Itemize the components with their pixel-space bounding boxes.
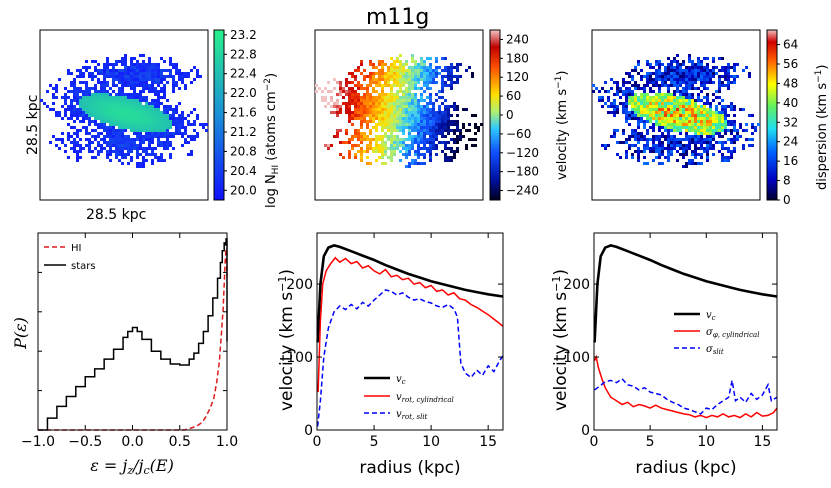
rotation-hi-panel: 0 5 10 15 0 100 200 radius (kpc) velocity (km … xyxy=(276,232,504,478)
colorbar-tick-label: 24 xyxy=(783,135,798,149)
rotation-hi-ticks: 0 5 10 15 0 100 200 xyxy=(286,233,503,450)
legend-vc-2: vc xyxy=(706,310,716,322)
figure-title: m11g xyxy=(366,5,430,30)
x-tick-label: −0.5 xyxy=(68,434,102,450)
colorbar-tick-label: 64 xyxy=(783,38,798,52)
colorbar-tick-label: 16 xyxy=(783,154,798,168)
circularity-series xyxy=(38,238,228,431)
velocity-colorbar xyxy=(489,29,501,201)
colorbar-tick-label: 23.2 xyxy=(230,28,257,42)
x-tick-label: 15 xyxy=(753,434,771,450)
legend-stars: stars xyxy=(71,261,96,272)
map-hi-ylabel: 28.5 kpc xyxy=(25,95,41,155)
hi-dispersion-map xyxy=(592,54,760,168)
rotation-stars-ylabel: velocity (km s−1) xyxy=(550,269,571,411)
rotation-hi-series xyxy=(316,244,504,427)
colorbar-tick-label: 21.6 xyxy=(230,106,257,120)
y-tick-label: 100 xyxy=(286,350,313,366)
x-tick-label: 0 xyxy=(590,434,599,450)
circularity-ticks: −1.0 −0.5 0.0 0.5 1.0 xyxy=(21,233,238,450)
map-velocity-panel: 240 180 120 60 0 −60 −120 −180 −240 velocity (km… xyxy=(314,29,570,201)
rotation-stars-ticks: 0 5 10 15 0 100 200 xyxy=(563,233,777,450)
colorbar-tick-label: 8 xyxy=(783,174,791,188)
legend-vrot-slit: vrot, slit xyxy=(396,409,428,421)
circularity-legend: HI stars xyxy=(44,243,96,272)
rotation-stars-series xyxy=(593,244,778,419)
rotation-hi-xlabel: radius (kpc) xyxy=(359,458,460,478)
x-tick-label: 0 xyxy=(313,434,322,450)
velocity-colorbar-label: velocity (km s−1) xyxy=(554,71,570,180)
series-v-c-line xyxy=(316,244,504,343)
y-tick-label: 0 xyxy=(581,423,590,439)
legend-sigma-cyl: σφ, cylindrical xyxy=(706,327,759,339)
legend-sigma-slit: σslit xyxy=(706,344,724,356)
rotation-stars-xlabel: radius (kpc) xyxy=(635,458,736,478)
circularity-xlabel: ε = jz/jc(E) xyxy=(90,456,174,477)
dispersion-colorbar xyxy=(766,29,778,201)
x-tick-label: 1.0 xyxy=(216,434,238,450)
colorbar-tick-label: 40 xyxy=(783,96,798,110)
legend-hi: HI xyxy=(71,243,81,254)
colorbar-tick-label: 22.8 xyxy=(230,47,257,61)
x-tick-label: 0.0 xyxy=(121,434,143,450)
y-tick-label: 0 xyxy=(304,423,313,439)
colorbar-tick-label: 0 xyxy=(783,193,791,207)
colorbar-tick-label: −240 xyxy=(506,184,539,198)
dispersion-colorbar-ticks: 64 56 48 40 32 24 16 8 0 xyxy=(777,38,798,207)
hi-colorbar xyxy=(213,29,225,201)
y-tick-label: 100 xyxy=(563,350,590,366)
colorbar-tick-label: 48 xyxy=(783,76,798,90)
x-tick-label: −1.0 xyxy=(21,434,55,450)
colorbar-tick-label: 60 xyxy=(506,89,521,103)
hi-colorbar-ticks: 23.2 22.8 22.4 22.0 21.6 21.2 20.8 20.4 20.0 xyxy=(224,28,257,197)
map-hi-panel: 28.5 kpc 28.5 kpc 23.2 22.8 22.4 22.0 21.6 21… xyxy=(25,28,281,223)
x-tick-label: 10 xyxy=(697,434,715,450)
colorbar-tick-label: −60 xyxy=(506,127,531,141)
x-tick-label: 10 xyxy=(422,434,440,450)
map-hi-xlabel: 28.5 kpc xyxy=(86,207,146,223)
hi-colorbar-label: log NHI (atoms cm−2) xyxy=(263,73,281,208)
y-tick-label: 200 xyxy=(563,277,590,293)
hi-column-density-map xyxy=(40,54,208,168)
series--cylindrical-line xyxy=(593,354,778,419)
colorbar-tick-label: 32 xyxy=(783,115,798,129)
hi-velocity-map xyxy=(315,54,483,168)
series-v-c-line xyxy=(593,244,778,343)
colorbar-tick-label: 120 xyxy=(506,70,529,84)
colorbar-tick-label: 0 xyxy=(506,108,514,122)
colorbar-tick-label: 22.4 xyxy=(230,67,257,81)
rotation-stars-panel: 0 5 10 15 0 100 200 radius (kpc) velocity (km … xyxy=(550,232,778,478)
colorbar-tick-label: 240 xyxy=(506,32,529,46)
series--slit-line xyxy=(594,377,778,415)
circularity-ylabel: P(ε) xyxy=(11,317,30,350)
series-stars-line xyxy=(38,238,228,431)
dispersion-colorbar-label: dispersion (km s−1) xyxy=(814,65,830,190)
colorbar-tick-label: 20.8 xyxy=(230,144,257,158)
colorbar-tick-label: 180 xyxy=(506,51,529,65)
colorbar-tick-label: 56 xyxy=(783,57,798,71)
colorbar-tick-label: 20.4 xyxy=(230,164,257,178)
series-hi-line xyxy=(38,248,228,431)
colorbar-tick-label: 22.0 xyxy=(230,86,257,100)
x-tick-label: 5 xyxy=(370,434,379,450)
x-tick-label: 0.5 xyxy=(169,434,191,450)
rotation-hi-legend: vc vrot, cylindrical vrot, slit xyxy=(364,374,454,421)
x-tick-label: 15 xyxy=(479,434,497,450)
colorbar-tick-label: −120 xyxy=(506,146,539,160)
rotation-stars-legend: vc σφ, cylindrical σslit xyxy=(674,310,759,356)
rotation-hi-ylabel: velocity (km s−1) xyxy=(276,269,297,411)
velocity-colorbar-ticks: 240 180 120 60 0 −60 −120 −180 −240 xyxy=(500,32,539,198)
x-tick-label: 5 xyxy=(646,434,655,450)
legend-vc: vc xyxy=(396,374,406,386)
colorbar-tick-label: 21.2 xyxy=(230,125,257,139)
legend-vrot-cyl: vrot, cylindrical xyxy=(396,392,454,404)
series-v-rot-slit-line xyxy=(316,289,504,427)
circularity-panel: −1.0 −0.5 0.0 0.5 1.0 ε = jz/jc(E) P(ε) HI s… xyxy=(11,232,238,477)
colorbar-tick-label: −180 xyxy=(506,165,539,179)
map-dispersion-panel: 64 56 48 40 32 24 16 8 0 dispersion (km s−1) xyxy=(591,29,830,207)
series-v-rot-cylindrical-line xyxy=(317,256,504,393)
y-tick-label: 200 xyxy=(286,277,313,293)
colorbar-tick-label: 20.0 xyxy=(230,183,257,197)
